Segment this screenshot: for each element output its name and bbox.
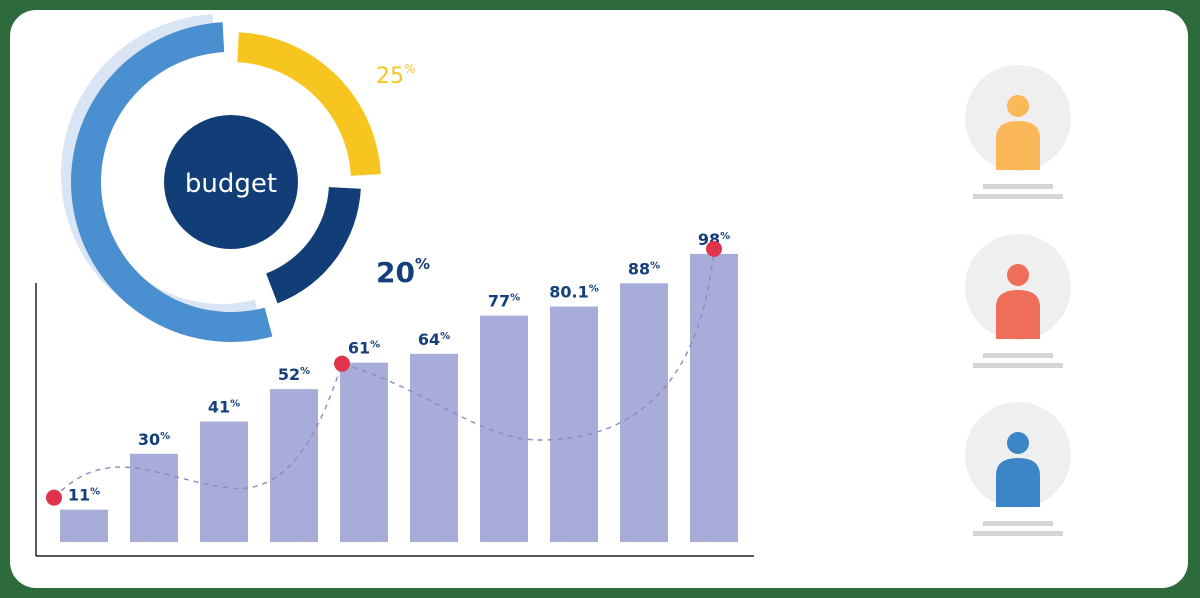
data-label-6: 64% — [418, 330, 450, 349]
donut-label-unit-2: % — [415, 255, 430, 273]
data-label-7: 77% — [488, 292, 520, 311]
avatar-title-line-1 — [973, 194, 1063, 199]
avatar-2 — [965, 234, 1071, 368]
infographic-card: budget 25% 20% 11% 30% 41% 52% 61% 64% 77% 80.1% 88… — [10, 10, 1188, 588]
avatar-1 — [965, 65, 1071, 199]
data-label-unit-6: % — [440, 331, 450, 342]
data-label-4: 52% — [278, 365, 310, 384]
budget-infographic: budget 25% 20% 11% 30% 41% 52% 61% 64% 77% 80.1% 88… — [35, 14, 1071, 557]
donut-segment-2 — [266, 187, 361, 304]
avatar-bg-3 — [965, 402, 1071, 508]
donut-segment-1 — [237, 32, 381, 176]
donut-center — [164, 115, 298, 249]
avatar-body-3 — [996, 458, 1040, 507]
avatar-body-1 — [996, 121, 1040, 170]
data-label-unit-3: % — [230, 398, 240, 409]
avatar-head-1 — [1007, 95, 1029, 117]
bar-3 — [200, 421, 248, 542]
data-label-unit-8: % — [589, 284, 599, 295]
bar-2 — [130, 453, 178, 542]
avatar-name-line-2 — [983, 353, 1053, 358]
donut-segment-3 — [70, 22, 273, 343]
data-label-unit-9: % — [650, 260, 660, 271]
bar-10 — [690, 253, 738, 542]
avatar-name-line-1 — [983, 184, 1053, 189]
data-label-2: 30% — [138, 430, 170, 449]
data-label-8: 80.1% — [549, 283, 599, 302]
bar-1 — [60, 509, 108, 542]
donut-center-label: budget — [185, 169, 277, 199]
data-label-1: 11% — [68, 486, 100, 505]
avatar-title-line-3 — [973, 531, 1063, 536]
avatar-name-line-3 — [983, 521, 1053, 526]
data-label-unit-2: % — [160, 431, 170, 442]
avatar-head-2 — [1007, 264, 1029, 286]
data-label-unit-7: % — [510, 293, 520, 304]
bar-7 — [480, 315, 528, 542]
bar-6 — [410, 353, 458, 542]
bar-5 — [340, 362, 388, 542]
marker-point-3 — [706, 240, 722, 257]
bar-9 — [620, 283, 668, 542]
donut-label-unit-1: % — [404, 62, 415, 76]
bar-4 — [270, 389, 318, 542]
avatar-title-line-2 — [973, 363, 1063, 368]
data-label-unit-1: % — [90, 487, 100, 498]
data-label-unit-10: % — [720, 231, 730, 242]
bar-8 — [550, 306, 598, 542]
marker-point-2 — [334, 355, 350, 372]
marker-point-1 — [46, 489, 62, 506]
trend-line — [53, 248, 715, 499]
data-label-5: 61% — [348, 339, 380, 358]
avatar-bg-1 — [965, 65, 1071, 171]
avatar-body-2 — [996, 290, 1040, 339]
data-label-unit-5: % — [370, 340, 380, 351]
avatar-3 — [965, 402, 1071, 536]
data-label-unit-4: % — [300, 366, 310, 377]
avatar-head-3 — [1007, 432, 1029, 454]
data-label-9: 88% — [628, 259, 660, 278]
data-label-3: 41% — [208, 397, 240, 416]
donut-label-2: 20% — [376, 255, 430, 289]
avatar-bg-2 — [965, 234, 1071, 340]
donut-label-1: 25% — [376, 62, 415, 89]
